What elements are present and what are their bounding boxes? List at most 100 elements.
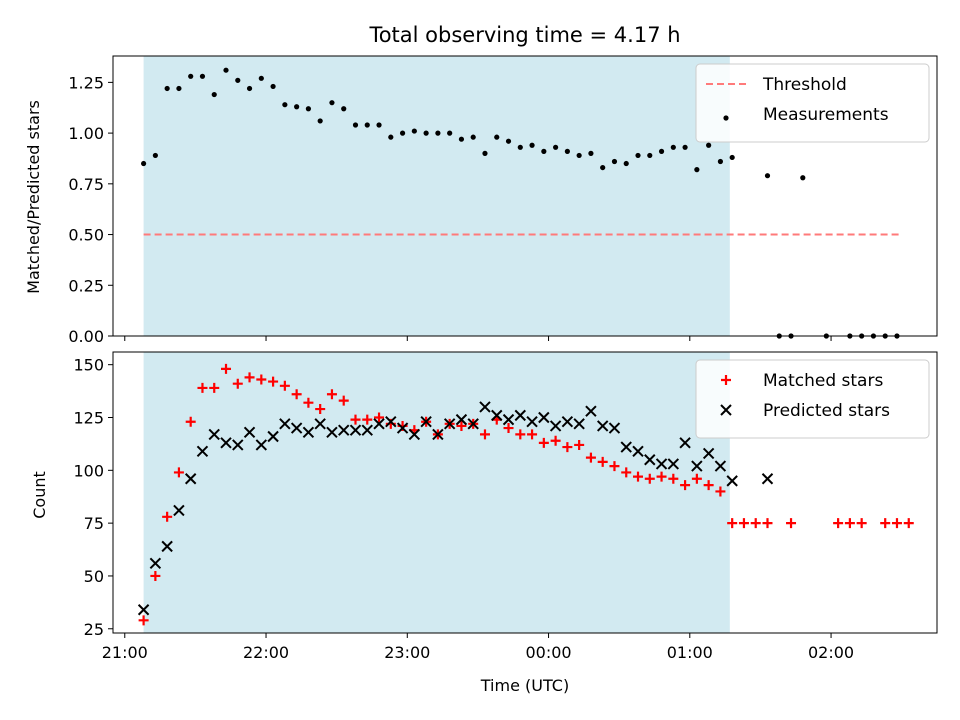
bottom-x-tick-label: 02:00 <box>808 643 854 662</box>
bottom-x-tick-label: 00:00 <box>525 643 571 662</box>
bottom-matched-point <box>173 467 184 478</box>
top-legend-label: Measurements <box>763 105 889 125</box>
bottom-predicted-point <box>161 540 173 553</box>
top-y-tick-label: 1.00 <box>68 124 104 143</box>
bottom-y-tick-label: 150 <box>73 356 104 375</box>
top-measurement-point <box>764 173 771 179</box>
top-measurement-point <box>164 85 170 92</box>
bottom-predicted-point <box>491 409 503 422</box>
bottom-predicted-point <box>655 458 668 470</box>
bottom-legend-predicted-swatch <box>720 404 732 416</box>
bottom-predicted-point <box>420 416 432 428</box>
top-measurement-point <box>364 122 370 128</box>
top-legend-measurement-swatch <box>723 115 729 121</box>
bottom-y-tick-label: 75 <box>84 514 104 533</box>
bottom-matched-point <box>456 420 467 431</box>
bottom-matched-point <box>150 570 161 581</box>
bottom-matched-point <box>338 395 349 406</box>
bottom-predicted-point <box>267 430 279 443</box>
bottom-matched-point <box>538 437 549 448</box>
bottom-matched-point <box>515 429 526 440</box>
bottom-matched-point <box>303 397 314 408</box>
bottom-predicted-point <box>608 422 621 434</box>
bottom-predicted-point <box>549 420 562 432</box>
bottom-matched-point <box>268 376 279 387</box>
top-measurement-point <box>176 85 182 92</box>
top-measurement-point <box>270 83 276 90</box>
top-measurement-point <box>729 154 735 161</box>
bottom-predicted-point <box>714 460 727 472</box>
top-panel: 0.00 0.25 0.50 0.75 1.00 1.25 Threshold Measure… <box>68 55 938 346</box>
bottom-predicted-point <box>314 418 326 430</box>
bottom-legend-matched-swatch <box>721 375 731 385</box>
top-measurement-point <box>800 175 806 181</box>
top-y-tick-label: 0.75 <box>68 175 104 194</box>
bottom-predicted-point <box>620 441 632 453</box>
bottom-legend <box>695 359 930 439</box>
bottom-matched-point <box>562 442 573 453</box>
bottom-matched-point <box>162 511 173 522</box>
top-measurement-point <box>317 118 323 124</box>
bottom-x-tick-label: 01:00 <box>667 643 713 662</box>
top-measurement-point <box>352 122 359 128</box>
bottom-predicted-point <box>279 418 291 430</box>
top-measurement-point <box>564 148 570 154</box>
top-measurement-point <box>658 148 665 154</box>
bottom-legend-label: Matched stars <box>763 371 883 391</box>
bottom-matched-point <box>527 429 538 440</box>
bottom-matched-point <box>656 471 667 482</box>
bottom-matched-point <box>279 380 290 391</box>
bottom-matched-point <box>680 480 691 491</box>
bottom-matched-point <box>644 473 655 484</box>
top-axes-frame <box>112 55 938 337</box>
bottom-predicted-point <box>632 445 644 458</box>
bottom-predicted-point <box>184 473 197 485</box>
bottom-predicted-point <box>196 445 209 458</box>
bottom-predicted-point <box>432 428 444 441</box>
top-measurement-point <box>435 130 441 136</box>
top-y-tick-label: 0.00 <box>68 327 104 346</box>
top-y-axis-label: Matched/Predicted stars <box>24 100 43 294</box>
top-measurement-point <box>600 164 606 171</box>
bottom-matched-point <box>691 473 702 484</box>
bottom-predicted-point <box>455 413 468 426</box>
bottom-matched-point <box>221 363 232 374</box>
bottom-matched-point <box>362 414 373 425</box>
bottom-predicted-point <box>173 504 185 517</box>
bottom-predicted-point <box>208 428 220 441</box>
top-measurement-point <box>482 150 488 156</box>
top-legend <box>695 63 930 143</box>
top-y-tick-label: 0.50 <box>68 226 104 245</box>
bottom-predicted-point <box>338 424 350 436</box>
bottom-predicted-point <box>479 401 491 413</box>
top-y-tick-label: 1.25 <box>68 73 104 92</box>
bottom-matched-point <box>727 518 738 529</box>
bottom-y-tick-label: 100 <box>73 461 104 480</box>
bottom-matched-point <box>715 486 726 497</box>
bottom-matched-point <box>880 518 891 529</box>
bottom-legend-label: Predicted stars <box>763 401 890 421</box>
bottom-predicted-point <box>644 454 656 466</box>
bottom-predicted-point <box>443 418 456 430</box>
top-measurement-point <box>623 160 629 167</box>
top-measurement-point <box>188 73 194 79</box>
bottom-matched-point <box>315 404 326 415</box>
bottom-predicted-point <box>243 426 256 438</box>
top-measurement-point <box>199 73 206 79</box>
bottom-predicted-point <box>137 604 150 616</box>
bottom-matched-point <box>232 378 243 389</box>
top-measurement-point <box>447 130 453 136</box>
bottom-matched-point <box>479 429 490 440</box>
bottom-predicted-point <box>573 418 585 430</box>
top-measurement-point <box>388 134 394 140</box>
bottom-predicted-point <box>373 418 385 430</box>
top-measurement-point <box>647 152 653 159</box>
top-measurement-point <box>588 150 594 156</box>
top-measurement-point <box>694 167 700 173</box>
top-measurement-point <box>470 134 476 140</box>
top-chart-title: Total observing time = 4.17 h <box>368 23 680 47</box>
bottom-matched-point <box>209 382 220 393</box>
bottom-predicted-point <box>502 413 515 426</box>
bottom-y-tick-label: 50 <box>84 567 104 586</box>
